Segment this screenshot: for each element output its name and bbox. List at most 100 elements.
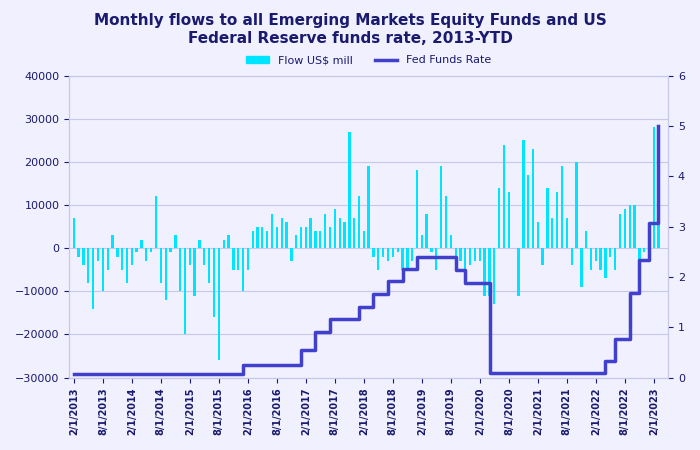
Bar <box>397 248 399 252</box>
Bar <box>247 248 249 270</box>
Bar <box>203 248 205 266</box>
Bar <box>160 248 162 283</box>
Bar <box>498 188 500 248</box>
Bar <box>164 248 167 300</box>
Bar <box>537 222 539 248</box>
Bar <box>590 248 592 270</box>
Bar <box>126 248 128 283</box>
Bar <box>634 205 636 248</box>
Bar <box>435 248 438 270</box>
Bar <box>358 196 360 248</box>
Bar <box>464 248 466 270</box>
Bar <box>387 248 389 261</box>
Bar <box>150 248 153 252</box>
Bar <box>88 248 90 283</box>
Bar <box>223 239 225 248</box>
Bar <box>517 248 519 296</box>
Bar <box>174 235 176 248</box>
Bar <box>300 226 302 248</box>
Bar <box>426 214 428 248</box>
Bar <box>198 239 200 248</box>
Bar <box>527 175 529 248</box>
Bar <box>585 231 587 248</box>
Bar <box>92 248 95 309</box>
Bar <box>131 248 133 266</box>
Bar <box>494 248 496 304</box>
Bar <box>349 132 351 248</box>
Bar <box>489 248 491 296</box>
Bar <box>614 248 616 270</box>
Bar <box>193 248 195 296</box>
Bar <box>570 248 573 266</box>
Bar <box>648 248 650 252</box>
Bar <box>145 248 147 261</box>
Bar <box>459 248 461 261</box>
Bar <box>595 248 597 261</box>
Bar <box>604 248 606 278</box>
Bar <box>508 192 510 248</box>
Bar <box>469 248 471 266</box>
Bar <box>575 162 578 248</box>
Bar <box>657 222 659 248</box>
Bar <box>83 248 85 266</box>
Bar <box>532 149 534 248</box>
Bar <box>111 235 113 248</box>
Bar <box>339 218 341 248</box>
Legend: Flow US$ mill, Fed Funds Rate: Flow US$ mill, Fed Funds Rate <box>242 51 496 70</box>
Bar <box>228 235 230 248</box>
Bar <box>653 127 655 248</box>
Bar <box>541 248 544 266</box>
Text: Monthly flows to all Emerging Markets Equity Funds and US
Federal Reserve funds : Monthly flows to all Emerging Markets Eq… <box>94 14 606 46</box>
Bar <box>184 248 186 334</box>
Bar <box>305 226 307 248</box>
Bar <box>643 248 645 252</box>
Bar <box>454 248 457 261</box>
Bar <box>102 248 104 291</box>
Bar <box>106 248 109 270</box>
Bar <box>73 218 76 248</box>
Bar <box>256 226 259 248</box>
Bar <box>580 248 582 287</box>
Bar <box>329 226 331 248</box>
Bar <box>295 235 298 248</box>
Bar <box>406 248 409 270</box>
Bar <box>401 248 404 270</box>
Bar <box>276 226 278 248</box>
Bar <box>78 248 80 257</box>
Bar <box>213 248 215 317</box>
Bar <box>218 248 220 360</box>
Bar <box>484 248 486 296</box>
Bar <box>566 218 568 248</box>
Bar <box>474 248 476 261</box>
Bar <box>242 248 244 291</box>
Bar <box>309 218 312 248</box>
Bar <box>382 248 384 257</box>
Bar <box>449 235 452 248</box>
Bar <box>155 196 157 248</box>
Bar <box>121 248 123 270</box>
Bar <box>179 248 181 291</box>
Bar <box>561 166 563 248</box>
Bar <box>363 231 365 248</box>
Bar <box>547 188 549 248</box>
Bar <box>556 192 559 248</box>
Bar <box>319 231 321 248</box>
Bar <box>237 248 239 270</box>
Bar <box>189 248 191 266</box>
Bar <box>232 248 234 270</box>
Bar <box>290 248 293 261</box>
Bar <box>368 166 370 248</box>
Bar <box>208 248 210 283</box>
Bar <box>116 248 118 257</box>
Bar <box>281 218 283 248</box>
Bar <box>551 218 554 248</box>
Bar <box>522 140 524 248</box>
Bar <box>271 214 273 248</box>
Bar <box>609 248 611 257</box>
Bar <box>169 248 172 252</box>
Bar <box>430 248 433 252</box>
Bar <box>503 144 505 248</box>
Bar <box>377 248 379 270</box>
Bar <box>416 171 418 248</box>
Bar <box>135 248 138 252</box>
